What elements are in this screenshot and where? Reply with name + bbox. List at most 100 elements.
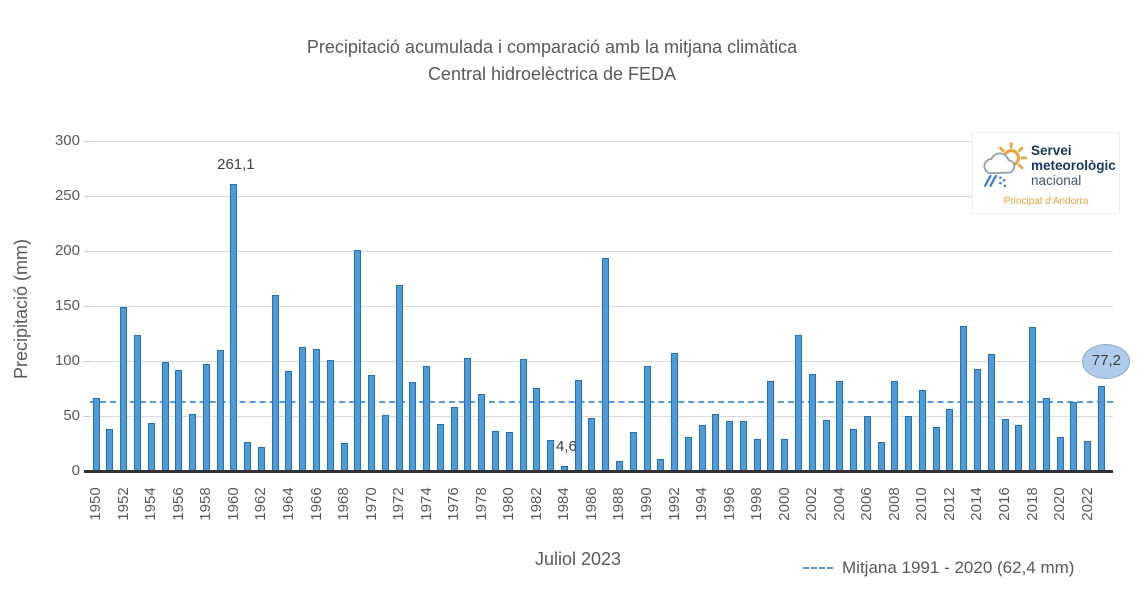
annotation-1960: 261,1 bbox=[217, 155, 255, 173]
bar-1952 bbox=[120, 307, 127, 471]
x-tick-label-1956: 1956 bbox=[169, 487, 187, 521]
bar-1970 bbox=[368, 375, 375, 471]
bar-1999 bbox=[767, 381, 774, 471]
y-tick-mark-200 bbox=[84, 251, 90, 252]
bar-1976 bbox=[451, 407, 458, 471]
bar-1980 bbox=[506, 432, 513, 471]
x-tick-label-2010: 2010 bbox=[913, 487, 931, 521]
y-tick-mark-100 bbox=[84, 361, 90, 362]
bar-2011 bbox=[933, 427, 940, 471]
bar-1981 bbox=[520, 359, 527, 471]
x-tick-label-1962: 1962 bbox=[252, 487, 270, 521]
chart-title: Precipitació acumulada i comparació amb … bbox=[0, 34, 1104, 88]
bar-2020 bbox=[1057, 437, 1064, 471]
x-tick-label-1982: 1982 bbox=[527, 487, 545, 521]
bar-2013 bbox=[960, 326, 967, 471]
bar-1989 bbox=[630, 432, 637, 471]
gridline-200 bbox=[90, 251, 1113, 252]
annotation-1984: 4,6 bbox=[555, 437, 577, 455]
bar-1998 bbox=[754, 439, 761, 471]
bar-1987 bbox=[602, 258, 609, 471]
y-tick-label-0: 0 bbox=[71, 462, 80, 479]
bar-2000 bbox=[781, 439, 788, 471]
gridline-100 bbox=[90, 361, 1113, 362]
bar-1969 bbox=[354, 250, 361, 471]
bar-2005 bbox=[850, 429, 857, 471]
y-tick-label-150: 150 bbox=[54, 297, 80, 314]
bar-1967 bbox=[327, 360, 334, 471]
annotation-2023: 77,2 bbox=[1082, 344, 1131, 380]
logo-line3: nacional bbox=[1031, 173, 1082, 188]
x-tick-label-1954: 1954 bbox=[142, 487, 160, 521]
x-tick-label-1980: 1980 bbox=[500, 487, 518, 521]
x-tick-label-1978: 1978 bbox=[472, 487, 490, 521]
y-tick-label-100: 100 bbox=[54, 352, 80, 369]
x-tick-label-2008: 2008 bbox=[885, 487, 903, 521]
x-tick-label-1976: 1976 bbox=[445, 487, 463, 521]
x-tick-label-2014: 2014 bbox=[968, 487, 986, 521]
y-tick-mark-150 bbox=[84, 306, 90, 307]
x-tick-label-1994: 1994 bbox=[693, 487, 711, 521]
bar-1973 bbox=[409, 382, 416, 471]
x-tick-label-2018: 2018 bbox=[1023, 487, 1041, 521]
legend: Mitjana 1991 - 2020 (62,4 mm) bbox=[803, 558, 1074, 578]
x-axis-line bbox=[84, 470, 1113, 473]
y-tick-mark-250 bbox=[84, 196, 90, 197]
logo-text: Servei meteorològic nacional bbox=[1031, 143, 1116, 188]
bar-2008 bbox=[891, 381, 898, 471]
bar-1966 bbox=[313, 349, 320, 471]
y-tick-label-200: 200 bbox=[54, 242, 80, 259]
bar-2003 bbox=[823, 420, 830, 471]
y-axis-title: Precipitació (mm) bbox=[11, 238, 31, 380]
bar-2007 bbox=[878, 442, 885, 471]
bar-2010 bbox=[919, 390, 926, 471]
bar-2009 bbox=[905, 416, 912, 471]
bar-2017 bbox=[1015, 425, 1022, 471]
bar-1963 bbox=[272, 295, 279, 471]
bar-1954 bbox=[148, 423, 155, 471]
x-tick-label-2002: 2002 bbox=[803, 487, 821, 521]
x-tick-label-1952: 1952 bbox=[114, 487, 132, 521]
mean-line bbox=[90, 401, 1113, 404]
x-axis-title: Juliol 2023 bbox=[534, 549, 622, 569]
x-tick-label-2020: 2020 bbox=[1051, 487, 1069, 521]
x-tick-label-2000: 2000 bbox=[775, 487, 793, 521]
x-tick-label-1970: 1970 bbox=[362, 487, 380, 521]
y-tick-label-250: 250 bbox=[54, 187, 80, 204]
bar-1964 bbox=[285, 371, 292, 471]
bar-1974 bbox=[423, 366, 430, 471]
bar-2021 bbox=[1070, 402, 1077, 471]
bar-2022 bbox=[1084, 441, 1091, 471]
x-tick-label-1988: 1988 bbox=[610, 487, 628, 521]
legend-label: Mitjana 1991 - 2020 (62,4 mm) bbox=[842, 558, 1075, 577]
logo-subtitle: Principat d'Andorra bbox=[1003, 196, 1089, 207]
gridline-50 bbox=[90, 416, 1113, 417]
bar-1971 bbox=[382, 415, 389, 471]
bar-1979 bbox=[492, 431, 499, 471]
bar-1968 bbox=[341, 443, 348, 471]
x-tick-label-1974: 1974 bbox=[417, 487, 435, 521]
bar-1957 bbox=[189, 414, 196, 471]
x-tick-label-1986: 1986 bbox=[582, 487, 600, 521]
x-tick-label-1998: 1998 bbox=[748, 487, 766, 521]
bar-2001 bbox=[795, 335, 802, 471]
y-tick-label-300: 300 bbox=[54, 132, 80, 149]
bar-1993 bbox=[685, 437, 692, 471]
x-tick-label-2016: 2016 bbox=[996, 487, 1014, 521]
bar-1953 bbox=[134, 335, 141, 471]
bar-2014 bbox=[974, 369, 981, 471]
chart-title-line2: Central hidroelèctrica de FEDA bbox=[427, 64, 677, 84]
x-tick-label-2012: 2012 bbox=[940, 487, 958, 521]
x-tick-label-1984: 1984 bbox=[555, 487, 573, 521]
bar-1985 bbox=[575, 380, 582, 471]
bar-1997 bbox=[740, 421, 747, 471]
gridline-250 bbox=[90, 196, 1113, 197]
x-tick-label-1966: 1966 bbox=[307, 487, 325, 521]
chart-title-line1: Precipitació acumulada i comparació amb … bbox=[306, 37, 798, 57]
y-tick-label-50: 50 bbox=[63, 407, 80, 424]
bar-1977 bbox=[464, 358, 471, 471]
bar-1965 bbox=[299, 347, 306, 471]
bar-2018 bbox=[1029, 327, 1036, 471]
bar-1994 bbox=[699, 425, 706, 471]
bar-2004 bbox=[836, 381, 843, 471]
